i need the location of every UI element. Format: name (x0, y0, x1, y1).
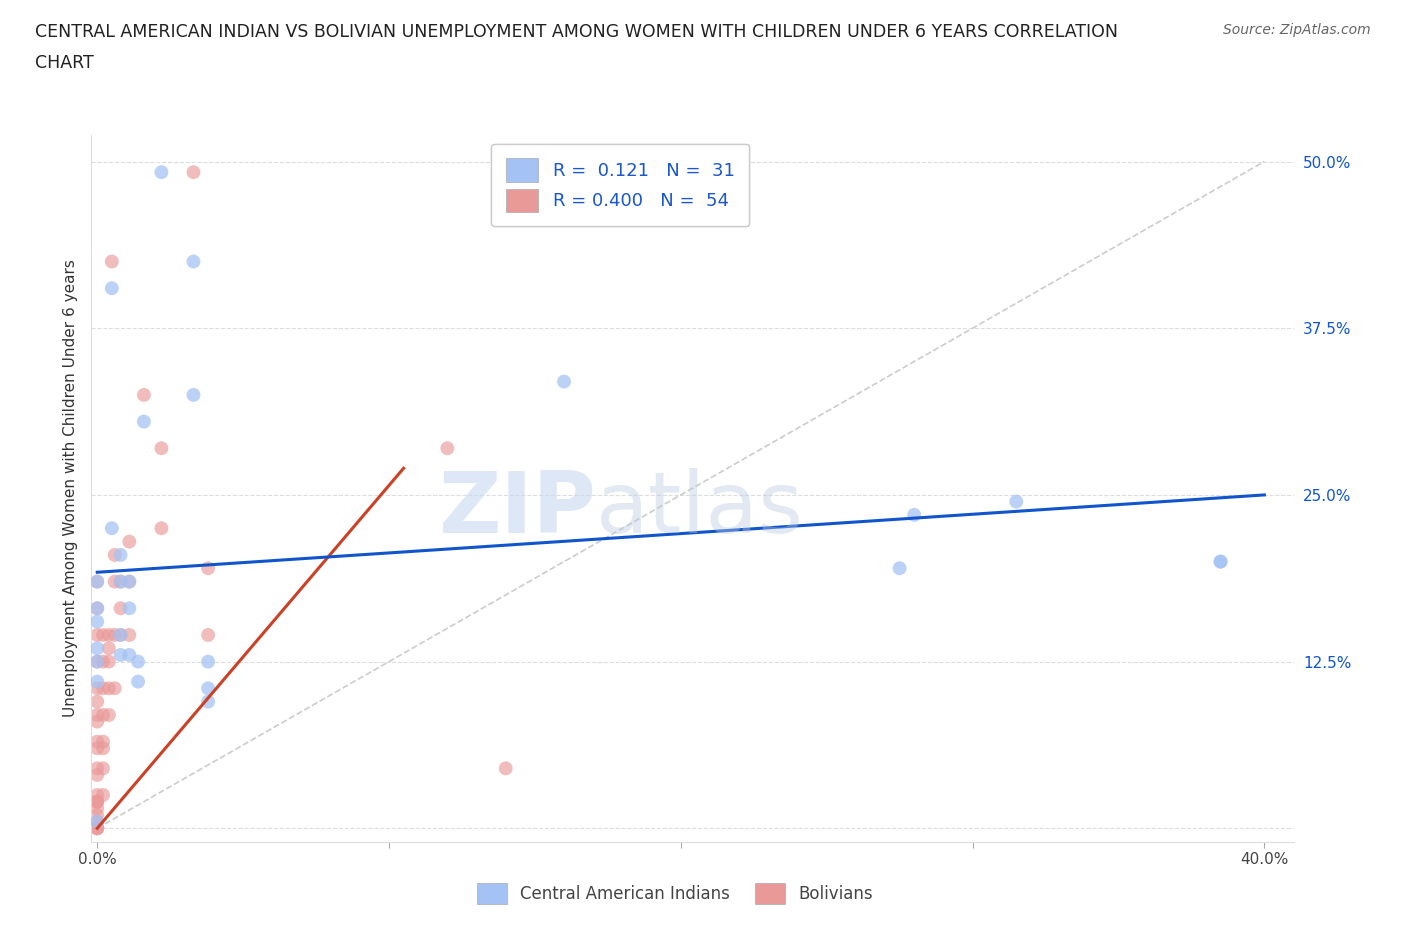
Point (86, 574, 108, 589)
Text: atlas: atlas (596, 468, 804, 551)
Point (118, 628, 141, 643)
Point (91, 761, 114, 776)
Legend: R =  0.121   N =  31, R = 0.400   N =  54: R = 0.121 N = 31, R = 0.400 N = 54 (492, 144, 749, 226)
Point (110, 548, 132, 563)
Point (91, 734, 114, 749)
Point (183, 388, 205, 403)
Point (86, 821, 108, 836)
Point (495, 761, 517, 776)
Point (86, 807, 108, 822)
Point (1005, 494, 1028, 509)
Point (86, 708, 108, 723)
Point (86, 674, 108, 689)
Point (101, 521, 124, 536)
Point (127, 674, 149, 689)
Point (150, 441, 173, 456)
Point (104, 574, 127, 589)
Point (101, 254, 124, 269)
Point (91, 654, 114, 669)
Legend: Central American Indians, Bolivians: Central American Indians, Bolivians (468, 874, 882, 912)
Y-axis label: Unemployment Among Women with Children Under 6 years: Unemployment Among Women with Children U… (62, 259, 77, 717)
Point (86, 694, 108, 709)
Point (197, 694, 219, 709)
Point (436, 441, 458, 456)
Point (110, 574, 132, 589)
Point (118, 574, 141, 589)
Point (97, 628, 120, 643)
Point (132, 388, 155, 403)
Point (86, 601, 108, 616)
Point (150, 521, 173, 536)
Point (97, 654, 120, 669)
Point (118, 534, 141, 549)
Point (86, 741, 108, 756)
Point (86, 821, 108, 836)
Point (127, 654, 149, 669)
Point (91, 681, 114, 696)
Point (86, 788, 108, 803)
Point (86, 574, 108, 589)
Point (197, 561, 219, 576)
Point (118, 647, 141, 662)
Point (118, 574, 141, 589)
Point (86, 628, 108, 643)
Point (110, 601, 132, 616)
Point (86, 814, 108, 829)
Point (91, 628, 114, 643)
Point (97, 681, 120, 696)
Point (86, 654, 108, 669)
Point (197, 628, 219, 643)
Point (553, 374, 575, 389)
Point (86, 814, 108, 829)
Point (197, 681, 219, 696)
Text: ZIP: ZIP (439, 468, 596, 551)
Point (86, 794, 108, 809)
Point (86, 714, 108, 729)
Point (104, 628, 127, 643)
Point (86, 801, 108, 816)
Point (903, 508, 925, 523)
Point (86, 601, 108, 616)
Point (110, 647, 132, 662)
Point (86, 614, 108, 629)
Point (1209, 554, 1232, 569)
Point (91, 788, 114, 803)
Point (1209, 554, 1232, 569)
Point (86, 794, 108, 809)
Point (91, 708, 114, 723)
Point (889, 561, 911, 576)
Point (104, 548, 127, 563)
Point (86, 821, 108, 836)
Point (101, 281, 124, 296)
Point (86, 681, 108, 696)
Point (183, 165, 205, 179)
Point (97, 708, 120, 723)
Point (104, 681, 127, 696)
Point (132, 414, 155, 429)
Text: CHART: CHART (35, 54, 94, 72)
Point (183, 254, 205, 269)
Point (110, 628, 132, 643)
Point (150, 165, 173, 179)
Point (110, 628, 132, 643)
Point (86, 654, 108, 669)
Point (97, 641, 120, 656)
Point (86, 641, 108, 656)
Text: Source: ZipAtlas.com: Source: ZipAtlas.com (1223, 23, 1371, 37)
Point (86, 767, 108, 782)
Point (110, 574, 132, 589)
Point (91, 741, 114, 756)
Point (86, 734, 108, 749)
Text: CENTRAL AMERICAN INDIAN VS BOLIVIAN UNEMPLOYMENT AMONG WOMEN WITH CHILDREN UNDER: CENTRAL AMERICAN INDIAN VS BOLIVIAN UNEM… (35, 23, 1118, 41)
Point (86, 761, 108, 776)
Point (118, 601, 141, 616)
Point (197, 654, 219, 669)
Point (86, 794, 108, 809)
